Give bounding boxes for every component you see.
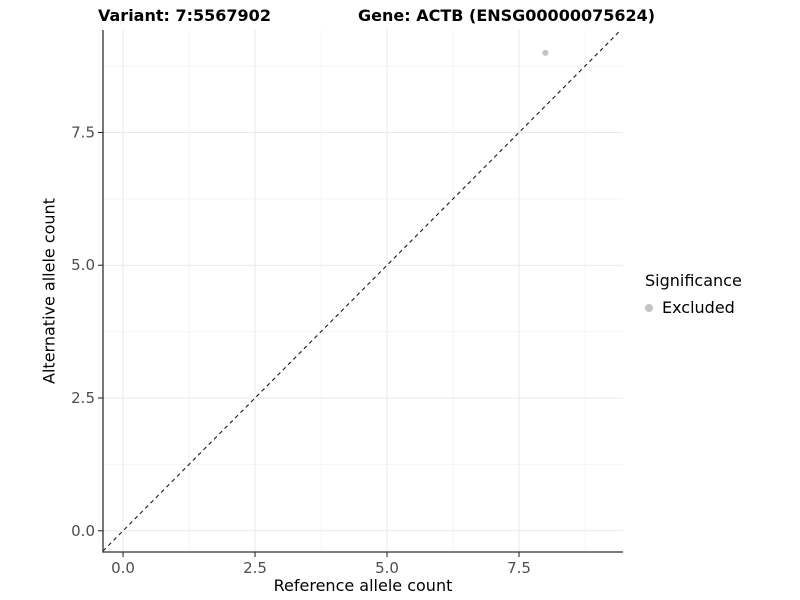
identity-dashed-line	[102, 29, 622, 552]
legend-title: Significance	[645, 271, 742, 290]
legend-item-excluded: Excluded	[645, 298, 742, 317]
y-tick-label: 0.0	[71, 522, 95, 540]
y-tick-label: 7.5	[71, 123, 95, 141]
legend: Significance Excluded	[645, 271, 742, 317]
y-tick-label: 2.5	[71, 389, 95, 407]
plot-title-gene: Gene: ACTB (ENSG00000075624)	[358, 6, 656, 25]
x-tick-label: 5.0	[375, 559, 399, 577]
legend-point-swatch	[645, 303, 653, 312]
plot-title-variant: Variant: 7:5567902	[98, 6, 271, 25]
x-tick-label: 2.5	[243, 559, 267, 577]
y-tick-label: 5.0	[71, 256, 95, 274]
x-tick-label: 7.5	[507, 559, 531, 577]
legend-item-label: Excluded	[662, 298, 735, 317]
y-axis-title: Alternative allele count	[40, 198, 59, 384]
x-tick-label: 0.0	[111, 559, 135, 577]
data-point	[542, 49, 549, 56]
x-axis-title: Reference allele count	[274, 576, 453, 595]
